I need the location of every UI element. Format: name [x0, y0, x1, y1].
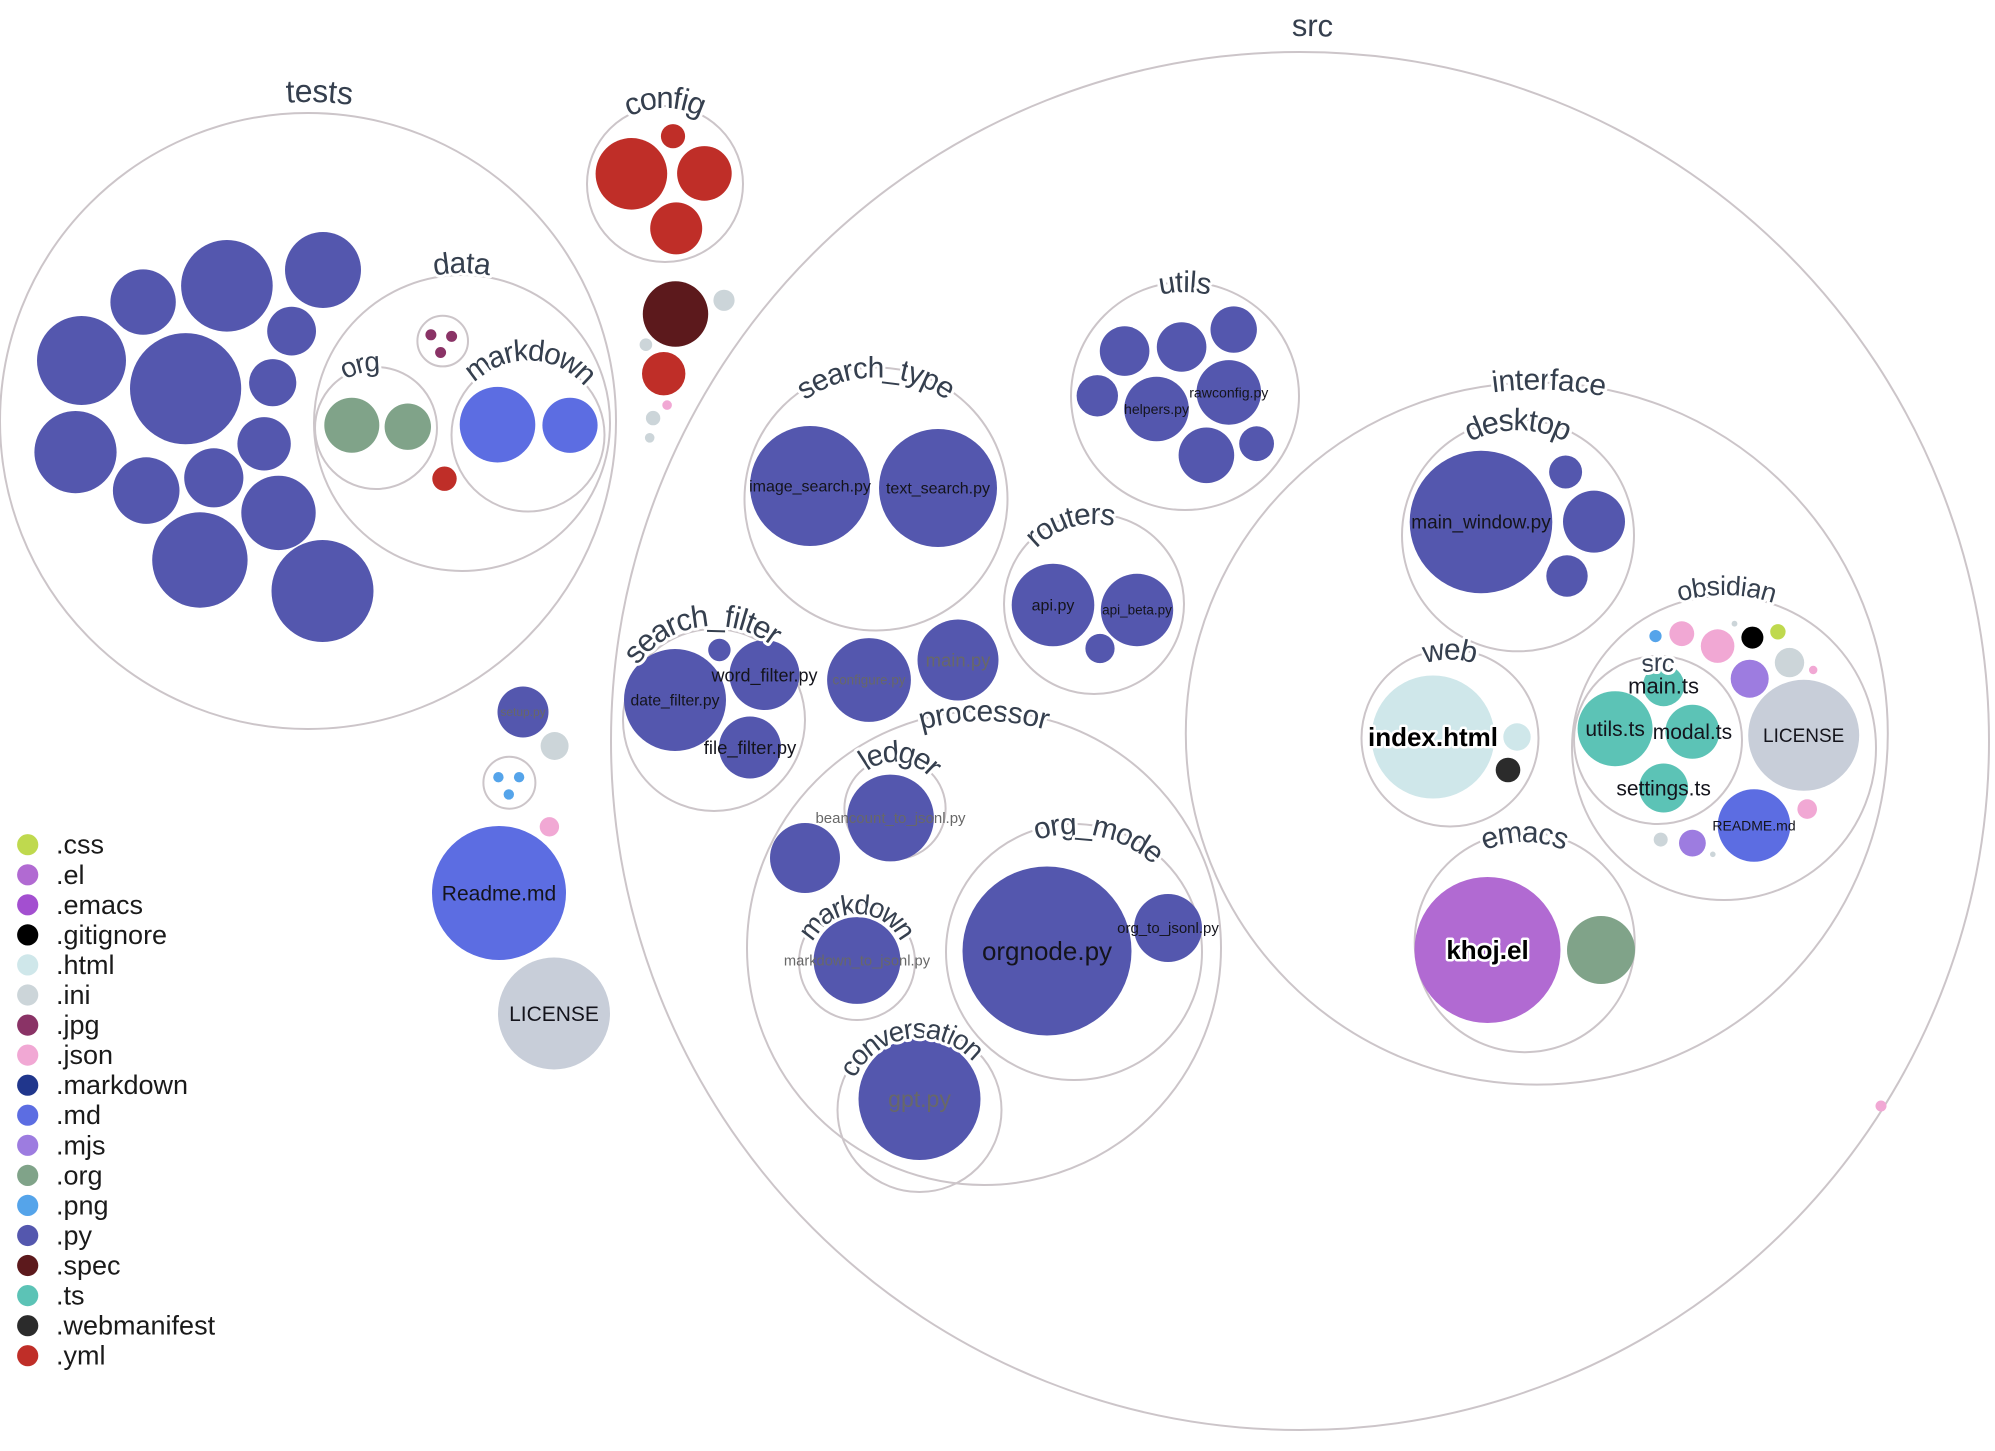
svg-text:orgnode.py: orgnode.py	[982, 936, 1112, 966]
svg-text:.markdown: .markdown	[56, 1070, 188, 1100]
svg-text:markdown_to_jsonl.py: markdown_to_jsonl.py	[784, 954, 931, 970]
svg-text:gpt.py: gpt.py	[888, 1086, 951, 1112]
svg-text:.py: .py	[56, 1221, 93, 1251]
svg-text:src: src	[1640, 649, 1677, 678]
svg-text:.gitignore: .gitignore	[56, 920, 167, 950]
svg-text:.yml: .yml	[56, 1341, 106, 1371]
svg-text:.html: .html	[56, 950, 115, 980]
svg-text:index.html: index.html	[1368, 722, 1498, 752]
svg-text:.spec: .spec	[56, 1251, 121, 1281]
svg-text:.emacs: .emacs	[56, 890, 143, 920]
svg-text:settings.ts: settings.ts	[1616, 777, 1711, 800]
svg-text:image_search.py: image_search.py	[749, 479, 871, 496]
svg-text:configure.py: configure.py	[833, 673, 906, 688]
svg-text:.mjs: .mjs	[56, 1130, 106, 1160]
svg-text:date_filter.py: date_filter.py	[631, 693, 720, 710]
svg-text:main.py: main.py	[926, 650, 992, 671]
svg-text:.json: .json	[56, 1040, 113, 1070]
svg-text:Readme.md: Readme.md	[442, 882, 556, 905]
svg-text:utils.ts: utils.ts	[1585, 718, 1645, 741]
svg-text:data: data	[431, 246, 494, 281]
svg-text:LICENSE: LICENSE	[1763, 726, 1844, 747]
svg-text:.ts: .ts	[56, 1281, 85, 1311]
svg-text:.png: .png	[56, 1190, 109, 1220]
svg-text:.jpg: .jpg	[56, 1010, 100, 1040]
svg-text:khoj.el: khoj.el	[1446, 935, 1528, 965]
svg-text:.el: .el	[56, 860, 85, 890]
svg-text:file_filter.py: file_filter.py	[704, 737, 797, 759]
svg-text:tests: tests	[284, 72, 356, 112]
svg-text:web: web	[1419, 633, 1481, 670]
svg-text:text_search.py: text_search.py	[886, 481, 990, 498]
svg-text:main_window.py: main_window.py	[1411, 513, 1551, 534]
svg-text:main.ts: main.ts	[1628, 673, 1699, 698]
svg-text:modal.ts: modal.ts	[1653, 721, 1732, 744]
svg-text:.css: .css	[56, 830, 104, 860]
svg-text:.webmanifest: .webmanifest	[56, 1311, 216, 1341]
svg-text:rawconfig.py: rawconfig.py	[1189, 384, 1269, 400]
svg-text:helpers.py: helpers.py	[1124, 401, 1190, 417]
svg-text:api.py: api.py	[1032, 598, 1075, 615]
svg-text:api_beta.py: api_beta.py	[1102, 603, 1172, 618]
svg-text:interface: interface	[1489, 361, 1609, 403]
svg-text:org_to_jsonl.py: org_to_jsonl.py	[1117, 920, 1219, 937]
svg-text:.org: .org	[56, 1160, 103, 1190]
svg-text:src: src	[1291, 7, 1333, 43]
svg-text:README.md: README.md	[1712, 817, 1795, 833]
svg-text:beancount_to_jsonl.py: beancount_to_jsonl.py	[815, 810, 966, 827]
svg-text:utils: utils	[1156, 265, 1214, 301]
svg-text:LICENSE: LICENSE	[509, 1003, 599, 1026]
svg-text:.md: .md	[56, 1100, 101, 1130]
svg-text:word_filter.py: word_filter.py	[710, 665, 817, 686]
svg-text:.ini: .ini	[56, 980, 91, 1010]
svg-text:setup.py: setup.py	[500, 705, 545, 719]
